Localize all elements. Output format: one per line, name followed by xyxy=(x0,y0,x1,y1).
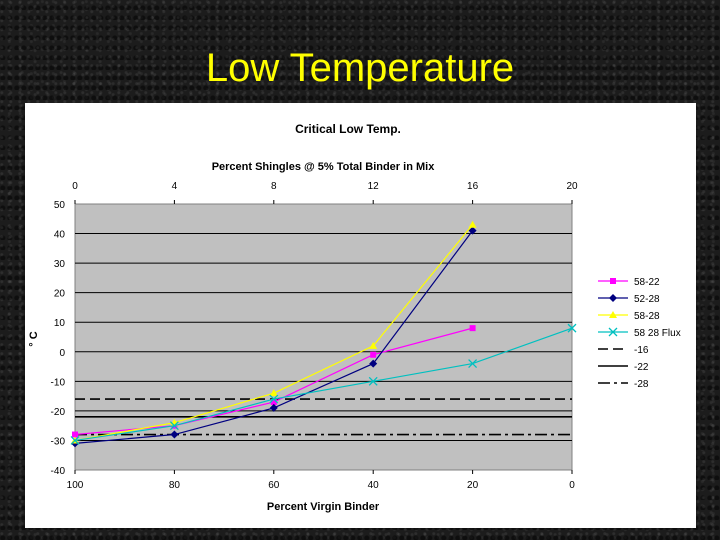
series-line xyxy=(74,327,573,442)
x-tick-label: 40 xyxy=(368,480,380,491)
top-tick-label: 8 xyxy=(271,181,277,192)
data-point xyxy=(270,399,277,406)
x-tick-label: 80 xyxy=(169,480,181,491)
legend-item: 58-22 xyxy=(598,277,660,288)
y-tick-label: 50 xyxy=(54,200,66,211)
y-tick-label: -30 xyxy=(51,436,66,447)
data-point xyxy=(269,403,278,412)
data-point xyxy=(370,351,377,358)
data-point xyxy=(608,327,618,337)
data-point xyxy=(70,435,80,445)
data-point xyxy=(609,294,617,302)
y-axis-label: ° C xyxy=(28,331,40,346)
y-tick-label: 30 xyxy=(54,259,66,270)
legend-item: 58 28 Flux xyxy=(598,327,681,339)
data-point xyxy=(170,430,179,439)
y-tick-label: 10 xyxy=(54,318,66,329)
data-point xyxy=(610,278,616,284)
legend-label: 58-22 xyxy=(634,277,660,288)
top-tick-label: 20 xyxy=(566,181,578,192)
top-tick-label: 16 xyxy=(467,181,479,192)
legend-label: 52-28 xyxy=(634,294,660,305)
data-point xyxy=(269,394,279,404)
y-tick-label: -10 xyxy=(51,377,66,388)
chart-panel: 50 40 30 20 10 0 -10 -20 -30 -40 100 80 60 40 20 0 0 4 8 12… xyxy=(25,103,696,528)
slide-title: Low Temperature xyxy=(205,46,515,90)
x-axis-label: Percent Virgin Binder xyxy=(267,501,380,513)
x-tick-label: 20 xyxy=(467,480,479,491)
legend-item: 52-28 xyxy=(598,294,660,305)
y-tick-label: 0 xyxy=(59,348,65,359)
legend-item: 58-28 xyxy=(598,311,660,322)
chart-title: Critical Low Temp. xyxy=(295,122,401,136)
legend: 58-22 52-28 58-28 58 28 Flux -16 -22 -28 xyxy=(598,277,681,390)
legend-item: -16 xyxy=(598,345,649,356)
series-group xyxy=(70,323,577,445)
data-point xyxy=(567,323,577,333)
plot-area xyxy=(74,203,573,471)
data-point xyxy=(609,311,617,318)
top-tick-label: 0 xyxy=(72,181,78,192)
legend-label: -16 xyxy=(634,345,649,356)
data-point xyxy=(369,359,378,368)
top-tick-label: 12 xyxy=(368,181,380,192)
data-point xyxy=(468,220,477,228)
legend-label: 58-28 xyxy=(634,311,660,322)
legend-label: 58 28 Flux xyxy=(634,328,681,339)
x-tick-label: 60 xyxy=(268,480,280,491)
data-point xyxy=(369,341,378,349)
y-tick-label: 20 xyxy=(54,289,66,300)
top-axis-label: Percent Shingles @ 5% Total Binder in Mi… xyxy=(212,161,436,173)
top-tick-label: 4 xyxy=(172,181,178,192)
legend-item: -22 xyxy=(598,362,649,373)
x-tick-label: 100 xyxy=(67,480,84,491)
data-point xyxy=(368,376,378,386)
y-tick-label: -20 xyxy=(51,407,66,418)
y-tick-label: -40 xyxy=(51,466,66,477)
data-point xyxy=(468,226,477,235)
data-point xyxy=(72,431,78,438)
y-tick-label: 40 xyxy=(54,230,66,241)
legend-label: -28 xyxy=(634,379,649,390)
data-point xyxy=(469,325,476,332)
x-tick-label: 0 xyxy=(569,480,575,491)
data-point xyxy=(169,421,179,431)
data-point xyxy=(468,359,478,369)
data-point xyxy=(269,389,278,397)
legend-item: -28 xyxy=(598,379,649,390)
legend-label: -22 xyxy=(634,362,649,373)
